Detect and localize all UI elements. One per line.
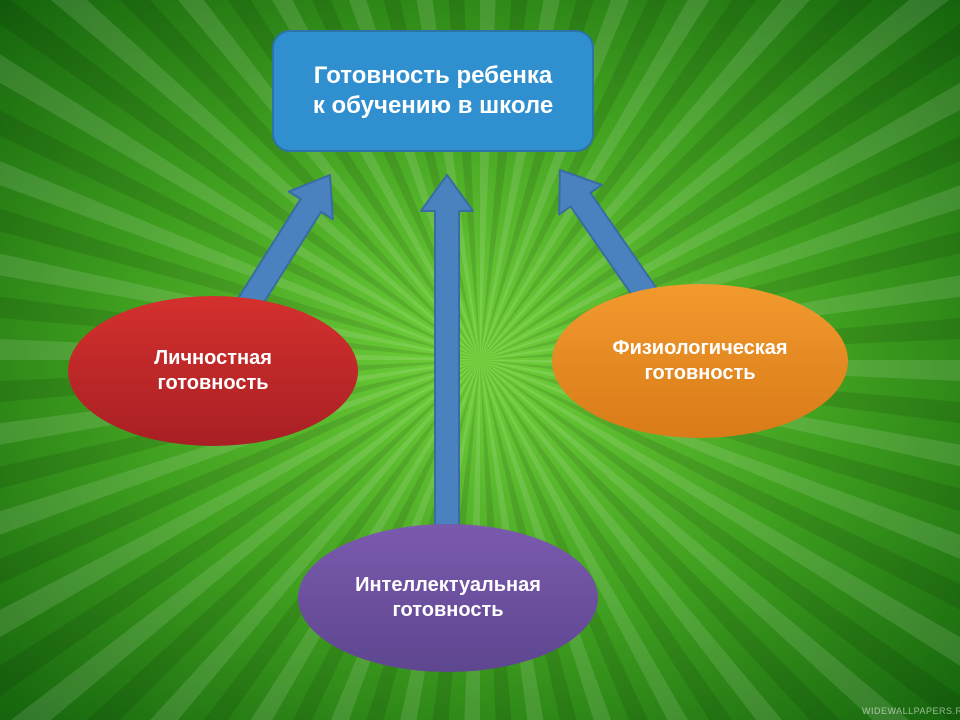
ellipse-personal: Личностнаяготовность: [68, 296, 358, 446]
ellipse-intellect: Интеллектуальнаяготовность: [298, 524, 598, 672]
ellipse-intellect-label: Интеллектуальнаяготовность: [355, 573, 541, 623]
ellipse-personal-label: Личностнаяготовность: [154, 346, 272, 396]
ellipse-physio-label: Физиологическаяготовность: [613, 336, 788, 386]
title-box: Готовность ребенкак обучению в школе: [272, 30, 594, 152]
ellipse-physio: Физиологическаяготовность: [552, 284, 848, 438]
title-text: Готовность ребенкак обучению в школе: [313, 61, 553, 121]
watermark: WIDEWALLPAPERS.RU: [862, 706, 960, 716]
diagram-canvas: Готовность ребенкак обучению в школе Лич…: [0, 0, 960, 720]
